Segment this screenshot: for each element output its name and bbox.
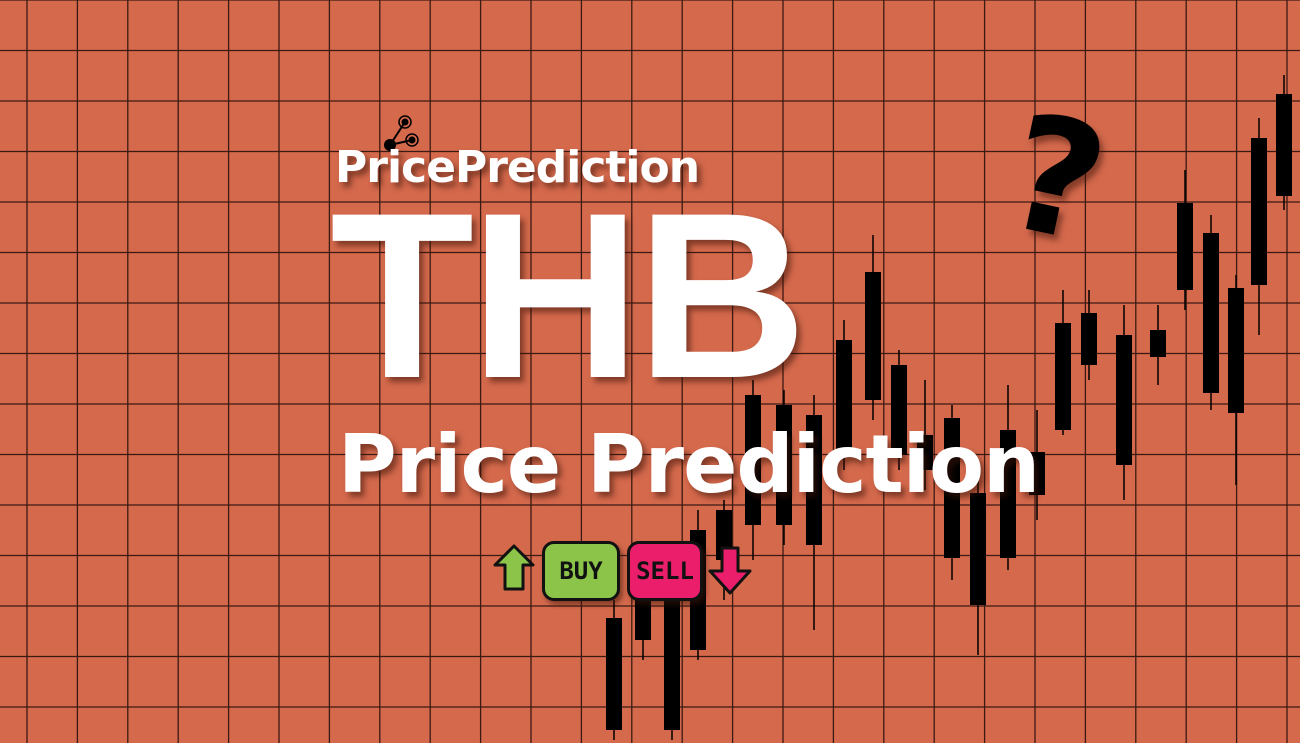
candle-body [1000,430,1016,558]
candle [606,600,622,740]
arrow-down-icon [708,546,752,595]
buy-button[interactable]: BUY [542,541,620,601]
candle-body [1228,288,1244,413]
candle [745,380,761,560]
candle-body [891,365,907,455]
candle-body [865,272,881,400]
candle [1203,215,1219,410]
candle [1251,118,1267,335]
candle [1116,305,1132,500]
candle-body [1081,313,1097,365]
candle-body [1251,138,1267,285]
candle-body [1029,452,1045,495]
candle-body [1276,94,1292,196]
candle-body [1203,233,1219,393]
candle [1081,290,1097,380]
network-nodes-icon [384,115,419,151]
candle [1276,75,1292,210]
candle [865,235,881,420]
candle [917,380,933,490]
candle [1029,410,1045,520]
candle-body [970,493,986,605]
candle-body [745,395,761,525]
candle [1055,290,1071,435]
candle [664,580,680,740]
candle-body [1150,330,1166,357]
candle [806,395,822,630]
candle-body [917,435,933,470]
ticker-title: THB [330,164,807,428]
candle-body [1055,323,1071,430]
candle [1150,305,1166,385]
candle [1228,275,1244,485]
candle-body [944,418,960,558]
candle-body [836,340,852,455]
candle [776,390,792,545]
candle [891,350,907,470]
candle-body [776,405,792,525]
sell-button[interactable]: SELL [627,541,703,601]
candle [1000,385,1016,570]
candle [944,405,960,580]
brand-name: PricePrediction [335,142,700,193]
candle-body [1177,203,1193,290]
arrow-up-icon [493,544,535,591]
subtitle: Price Prediction [338,418,1040,511]
candle [1177,170,1193,310]
candle-body [1116,335,1132,465]
candle-body [806,415,822,545]
candle-body [664,600,680,730]
candle [836,320,852,470]
candle [970,480,986,655]
candle-body [606,618,622,730]
